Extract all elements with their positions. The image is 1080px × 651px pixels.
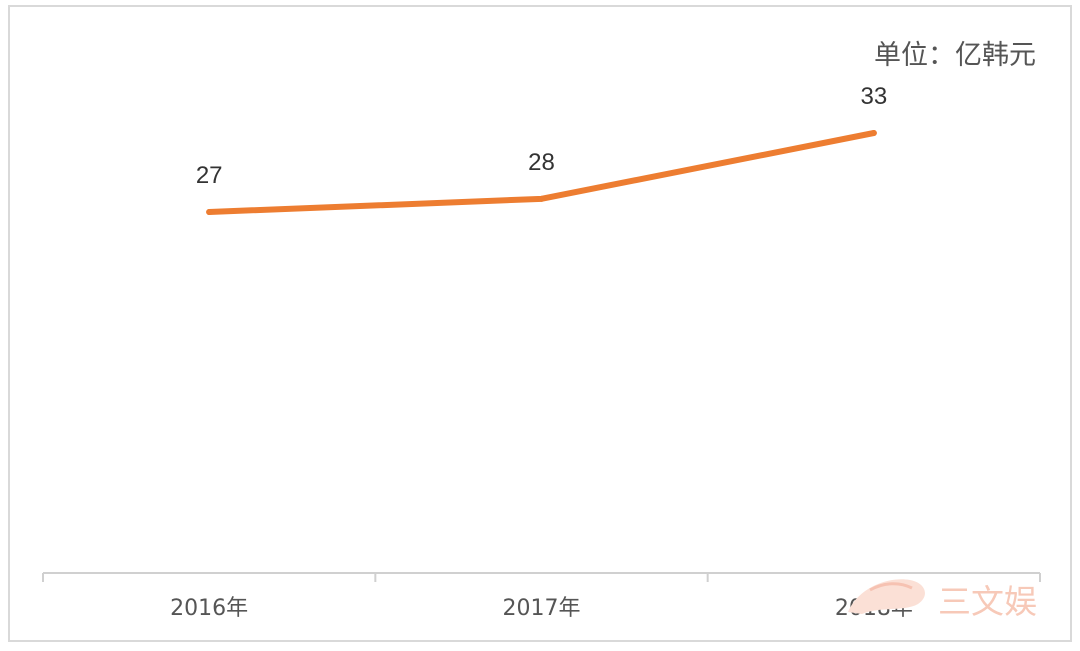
- watermark-logo-icon: [848, 579, 925, 614]
- unit-label: 单位：亿韩元: [874, 40, 1036, 71]
- data-labels: 27 28 33: [196, 83, 887, 189]
- watermark-text: 三文娱: [938, 582, 1037, 621]
- chart-frame: [8, 5, 1072, 642]
- data-label: 28: [528, 149, 555, 176]
- data-point: [870, 130, 877, 136]
- x-axis-tick-labels: 2016年2017年2018年: [170, 596, 913, 621]
- x-axis-ticks: [42, 573, 1041, 582]
- data-label: 33: [860, 83, 887, 110]
- x-tick-label: 2017年: [503, 596, 581, 621]
- data-label: 27: [196, 162, 223, 189]
- watermark-logo-stroke: [869, 582, 913, 592]
- series-group: [206, 130, 877, 215]
- data-point: [206, 209, 213, 215]
- x-tick-label: 2016年: [170, 596, 248, 621]
- watermark: 三文娱: [848, 579, 1037, 621]
- data-point: [538, 195, 545, 202]
